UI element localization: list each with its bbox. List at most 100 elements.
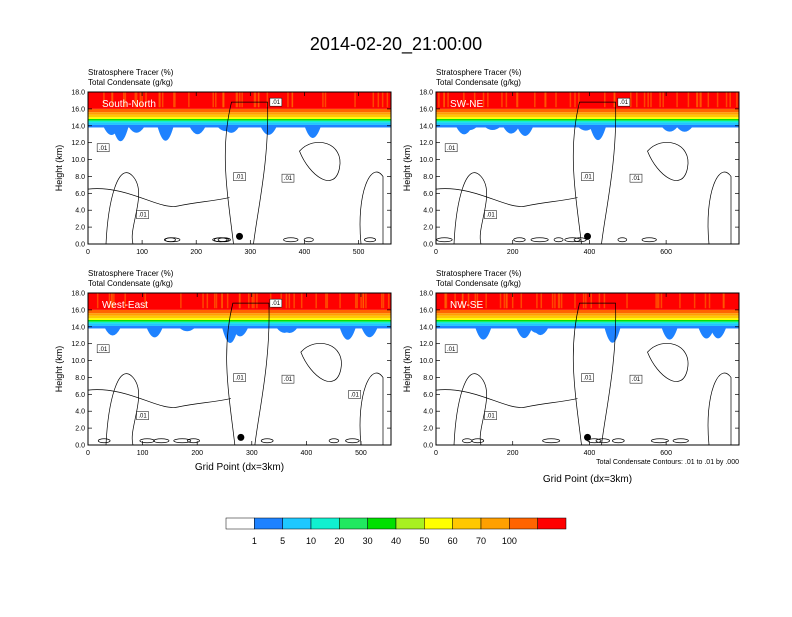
x-tick-label: 600 <box>660 249 672 256</box>
tracer-streak <box>725 92 728 108</box>
tracer-streak <box>687 92 690 108</box>
y-tick-label: 14.0 <box>419 123 433 130</box>
tracer-streak <box>161 92 164 108</box>
tracer-streak <box>144 293 146 309</box>
tracer-band-8 <box>436 124 739 128</box>
tracer-streak <box>256 293 258 309</box>
contour-blob <box>153 438 170 444</box>
x-tick-label: 500 <box>353 249 365 256</box>
panel-sw-ne: Stratosphere Tracer (%)Total Condensate … <box>402 68 740 256</box>
x-tick-label: 300 <box>246 450 258 457</box>
x-tick-label: 400 <box>584 249 596 256</box>
tracer-streak <box>582 293 585 309</box>
tracer-streak <box>614 92 616 108</box>
tracer-streak <box>516 92 518 108</box>
y-tick-label: 16.0 <box>71 307 85 314</box>
tracer-streak <box>707 92 710 108</box>
tracer-band-7 <box>88 122 391 125</box>
tracer-streak <box>540 293 543 309</box>
tracer-streak <box>238 293 241 309</box>
contour-line <box>105 172 139 245</box>
y-tick-label: 6.0 <box>423 392 433 399</box>
contour-blob <box>436 237 453 243</box>
y-tick-label: 8.0 <box>75 375 85 382</box>
panel-region-label: SW-NE <box>450 99 483 110</box>
contour-labels: .01 .01 .01 .01 <box>444 344 643 420</box>
contour-label-box <box>269 97 283 107</box>
tracer-streak <box>444 293 447 309</box>
x-tick-label: 200 <box>191 450 203 457</box>
contour-label-box <box>136 210 149 219</box>
contour-line <box>707 372 732 446</box>
tracer-streak <box>354 92 356 108</box>
x-tick-label: 0 <box>86 249 90 256</box>
x-tick-label: 0 <box>86 450 90 457</box>
contour-blob <box>672 438 689 444</box>
x-tick-label: 500 <box>355 450 367 457</box>
tracer-band-1 <box>88 108 391 113</box>
location-marker <box>237 433 245 441</box>
tracer-streak <box>386 92 389 108</box>
contour-label-box <box>348 390 361 399</box>
tracer-band-1 <box>88 309 391 314</box>
tracer-intrusion <box>532 327 549 336</box>
tracer-streak <box>110 293 113 309</box>
x-axis: 0 200 400 600 <box>434 293 672 457</box>
tracer-intrusion <box>484 126 501 131</box>
y-tick-label: 4.0 <box>75 208 85 215</box>
tracer-streak <box>248 293 250 309</box>
y-tick-label: 12.0 <box>419 341 433 348</box>
x-tick-label: 300 <box>244 249 256 256</box>
panel-south-north: Stratosphere Tracer (%)Total Condensate … <box>54 68 392 256</box>
y-tick-label: 6.0 <box>423 191 433 198</box>
footnote: Total Condensate Contours: .01 to .01 by… <box>596 459 739 466</box>
tracer-intrusion <box>503 126 520 134</box>
tracer-band-6 <box>436 321 739 324</box>
contour-blob <box>564 237 581 243</box>
tracer-streak <box>254 92 257 108</box>
tracer-streak <box>487 92 489 108</box>
contour-blob <box>328 438 340 444</box>
tracer-streak <box>360 293 362 309</box>
y-tick-label: 16.0 <box>71 106 85 113</box>
tracer-intrusions <box>104 327 378 344</box>
tracer-streak <box>558 293 561 309</box>
tracer-band-7 <box>436 122 739 125</box>
tracer-band-8 <box>436 325 739 329</box>
tracer-streak <box>557 293 560 309</box>
tracer-streak <box>699 92 701 108</box>
tracer-band-3 <box>436 114 739 118</box>
contour-blob <box>364 237 377 243</box>
plot-frame <box>87 292 392 446</box>
contour-line <box>105 373 139 446</box>
tracer-streak <box>467 293 470 309</box>
y-axis: 0.0 2.0 4.0 6.0 8.0 10.0 12.0 14.0 16.0 18.0 <box>419 291 739 450</box>
panel-title-condensate: Total Condensate (g/kg) <box>88 279 173 288</box>
tracer-streak <box>365 293 367 309</box>
y-axis-label: Height (km) <box>402 346 412 393</box>
panel-title-condensate: Total Condensate (g/kg) <box>436 279 521 288</box>
tracer-streak <box>124 293 126 309</box>
tracer-streak <box>300 293 303 309</box>
tracer-streak <box>578 92 580 108</box>
y-axis: 0.0 2.0 4.0 6.0 8.0 10.0 12.0 14.0 16.0 18.0 <box>71 90 391 249</box>
tracer-streak <box>322 92 324 108</box>
tracer-streak <box>113 293 115 309</box>
tracer-streak <box>253 92 256 108</box>
x-axis: 0 100 200 300 400 500 <box>86 92 364 256</box>
contour-label-box <box>96 143 110 153</box>
y-axis-label: Height (km) <box>402 145 412 192</box>
y-tick-label: 8.0 <box>75 174 85 181</box>
tracer-intrusion <box>698 327 715 339</box>
condensate-contours <box>87 302 384 446</box>
colorbar-label: 20 <box>334 536 344 546</box>
panel-title-tracer: Stratosphere Tracer (%) <box>88 269 174 278</box>
tracer-intrusion <box>661 126 678 132</box>
tracer-streak <box>188 92 190 108</box>
tracer-streak <box>574 92 576 108</box>
x-axis: 0 200 400 600 <box>434 92 672 256</box>
location-marker <box>236 232 243 240</box>
contour-blob <box>187 438 200 444</box>
tracer-band-5 <box>88 320 391 322</box>
tracer-streak <box>103 92 105 108</box>
